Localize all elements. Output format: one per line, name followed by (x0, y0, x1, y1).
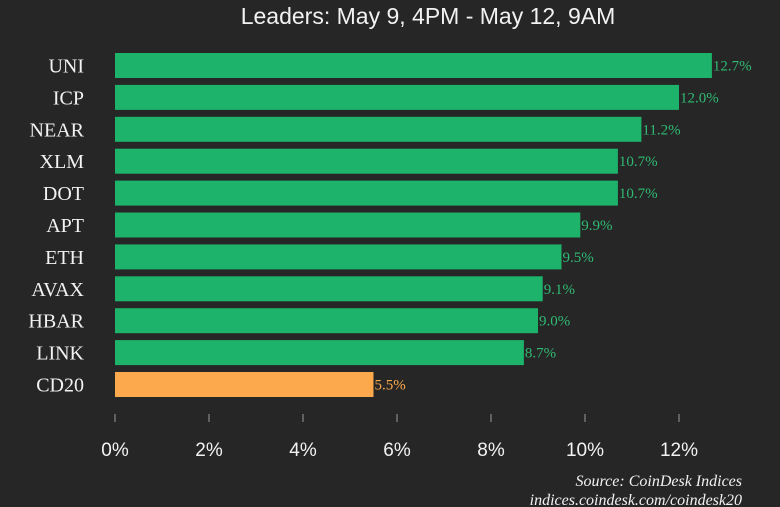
value-label-near: 11.2% (642, 122, 680, 138)
x-tick-label: 6% (383, 440, 411, 461)
x-tick-label: 12% (660, 440, 698, 461)
category-label-avax: AVAX (31, 279, 84, 301)
value-label-xlm: 10.7% (619, 154, 658, 170)
bar-icp (115, 84, 679, 110)
bar-near (115, 116, 642, 142)
x-axis: 0% 2% 4% 6% 8% 10% 12% (101, 414, 698, 461)
value-label-icp: 12.0% (680, 90, 719, 106)
bar-uni (115, 53, 712, 78)
bars-group: UNI 12.7% ICP 12.0% NEAR 11.2% XLM 10.7% DOT 10.7… (28, 53, 752, 397)
source-url: indices.coindesk.com/coindesk20 (530, 492, 742, 507)
category-label-uni: UNI (48, 56, 84, 78)
category-label-icp: ICP (53, 87, 84, 109)
x-tick-label: 10% (566, 440, 604, 461)
category-label-dot: DOT (43, 183, 84, 205)
bar-link (115, 340, 524, 366)
category-label-cd20: CD20 (36, 375, 84, 397)
category-label-hbar: HBAR (28, 311, 84, 333)
value-label-avax: 9.1% (544, 282, 575, 298)
bar-hbar (115, 308, 538, 334)
x-tick-label: 2% (195, 440, 223, 461)
value-label-uni: 12.7% (713, 59, 752, 75)
category-label-link: LINK (36, 343, 84, 365)
category-label-eth: ETH (45, 247, 84, 269)
bar-xlm (115, 148, 618, 174)
value-label-cd20: 5.5% (375, 378, 406, 394)
value-label-eth: 9.5% (563, 250, 594, 266)
value-label-dot: 10.7% (619, 186, 658, 202)
value-label-link: 8.7% (525, 346, 556, 362)
value-label-hbar: 9.0% (539, 314, 570, 330)
chart-title: Leaders: May 9, 4PM - May 12, 9AM (241, 3, 616, 29)
bar-cd20 (115, 372, 374, 397)
category-label-apt: APT (46, 215, 84, 237)
x-tick-label: 0% (101, 440, 129, 461)
bar-dot (115, 180, 618, 206)
bar-apt (115, 212, 581, 238)
source-line-1: Source: CoinDesk Indices (576, 473, 742, 490)
category-label-near: NEAR (30, 119, 85, 141)
x-tick-label: 4% (289, 440, 317, 461)
value-label-apt: 9.9% (581, 218, 612, 234)
category-label-xlm: XLM (40, 151, 85, 173)
bar-eth (115, 244, 562, 270)
x-tick-label: 8% (477, 440, 505, 461)
bar-avax (115, 276, 543, 302)
